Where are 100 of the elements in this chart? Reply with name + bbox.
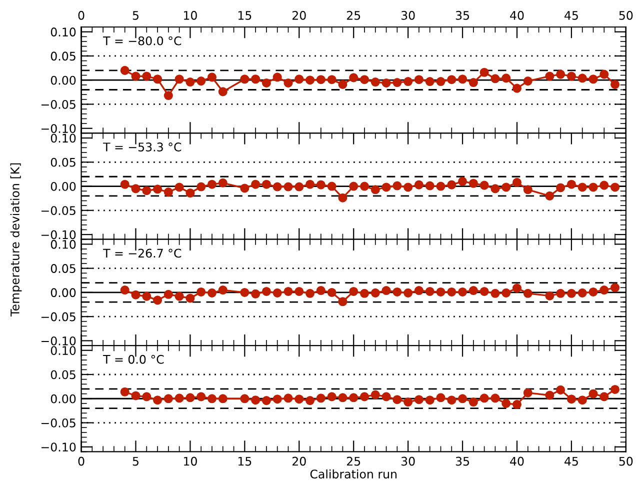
point (294, 286, 304, 296)
point (600, 70, 609, 79)
point (545, 191, 554, 200)
x-tick-label: 0 (78, 456, 84, 466)
point (360, 75, 370, 84)
point (458, 287, 468, 296)
point (512, 84, 522, 93)
point (164, 290, 173, 299)
point (153, 184, 162, 194)
point (588, 287, 598, 296)
point (502, 182, 511, 192)
y-tick-label: −0.10 (41, 124, 76, 134)
point (153, 74, 162, 84)
point (556, 288, 566, 298)
point (306, 288, 315, 298)
x-tick-label: 35 (456, 456, 470, 466)
point (404, 288, 413, 298)
point (349, 393, 358, 402)
point (131, 391, 140, 400)
y-tick-label: −0.05 (41, 206, 76, 216)
point (349, 286, 358, 296)
point (610, 182, 620, 192)
point (327, 75, 336, 84)
point (490, 288, 500, 298)
point (142, 392, 152, 402)
x2-tick-label: 10 (184, 10, 197, 20)
x2-tick-label: 15 (238, 11, 252, 20)
point (218, 178, 228, 188)
point (523, 76, 532, 86)
point (458, 176, 468, 186)
x2-tick-label: 25 (346, 10, 360, 20)
point (338, 297, 348, 306)
point (512, 178, 522, 187)
point (468, 397, 478, 407)
point (414, 286, 424, 296)
point (284, 182, 293, 192)
point (610, 384, 620, 394)
point (392, 181, 402, 190)
point (207, 72, 217, 82)
point (251, 180, 260, 189)
point (512, 284, 522, 293)
y-tick-label: 0.10 (50, 240, 76, 249)
annotation: T = −80.0 °C (103, 36, 182, 46)
x-tick-label: 45 (564, 456, 578, 466)
point (458, 74, 468, 84)
point (142, 186, 152, 196)
point (174, 182, 184, 192)
point (480, 68, 489, 77)
point (284, 78, 293, 88)
point (327, 182, 336, 191)
point (196, 392, 206, 402)
point (382, 78, 391, 88)
point (382, 392, 391, 402)
y-tick-label: 0.00 (50, 288, 76, 298)
point (338, 80, 348, 89)
point (142, 72, 152, 81)
point (164, 394, 173, 404)
point (316, 394, 326, 403)
point (196, 287, 206, 296)
point (262, 78, 271, 88)
point (207, 288, 217, 298)
y-tick-label: −0.10 (41, 336, 76, 346)
point (490, 74, 500, 84)
point (425, 181, 434, 190)
point (153, 396, 162, 405)
point (480, 394, 489, 403)
point (120, 66, 130, 75)
point (131, 290, 140, 300)
point (174, 394, 184, 403)
point (414, 180, 424, 190)
point (610, 80, 620, 89)
point (316, 286, 326, 296)
point (196, 76, 206, 86)
point (218, 286, 228, 295)
point (578, 74, 587, 83)
point (490, 394, 500, 403)
point (174, 292, 184, 301)
point (578, 396, 587, 405)
y-tick-label: −0.05 (41, 100, 76, 109)
y-tick-label: 0.05 (50, 264, 76, 273)
point (425, 77, 434, 86)
point (196, 182, 206, 192)
point (523, 388, 532, 398)
x2-tick-label: 50 (619, 10, 633, 20)
point (251, 289, 260, 298)
x2-tick-label: 20 (292, 10, 306, 20)
point (578, 182, 587, 192)
point (523, 185, 532, 194)
annotation: T = −26.7 °C (103, 248, 182, 258)
x-axis-title: Calibration run (310, 469, 396, 479)
x2-tick-label: 45 (564, 11, 578, 20)
point (306, 76, 315, 85)
point (414, 75, 424, 84)
point (272, 182, 282, 192)
point (360, 288, 370, 298)
point (392, 78, 402, 88)
x2-tick-label: 30 (401, 10, 415, 20)
point (370, 185, 380, 194)
point (360, 392, 370, 402)
y-tick-label: −0.05 (41, 312, 76, 322)
